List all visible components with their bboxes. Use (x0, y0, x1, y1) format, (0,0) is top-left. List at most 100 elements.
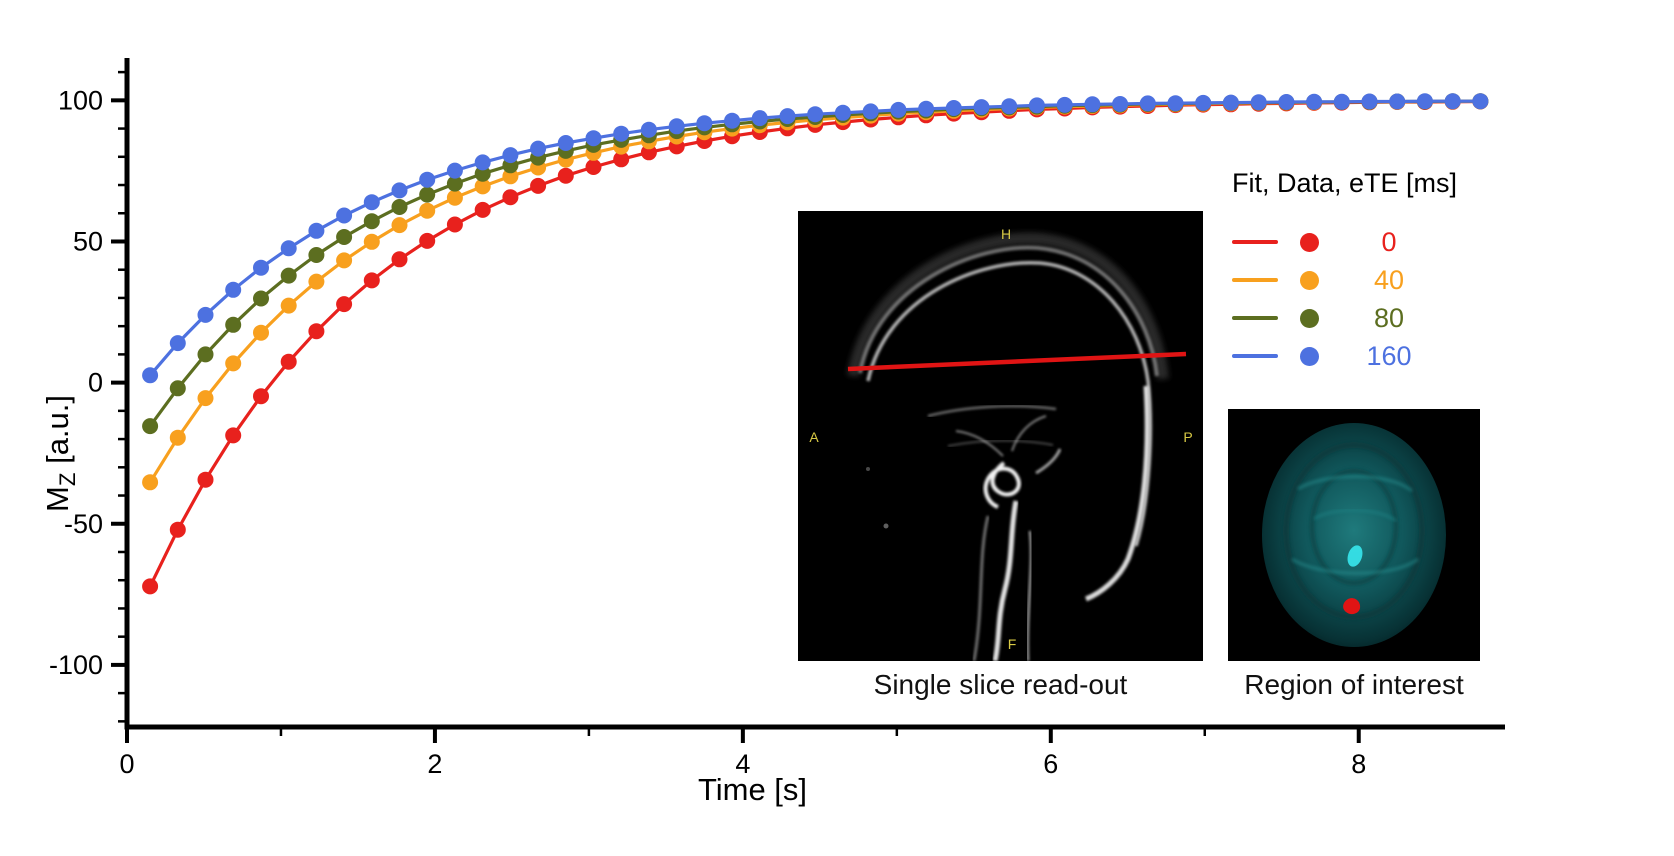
data-point (419, 186, 436, 203)
data-point (807, 106, 824, 123)
legend-row-40: 40 (1232, 261, 1532, 299)
skull-outline (858, 245, 1159, 377)
data-point (142, 367, 159, 384)
data-point (474, 154, 491, 171)
data-point (474, 165, 491, 182)
legend-ete-value: 80 (1373, 302, 1405, 333)
legend-fit-line (1232, 354, 1278, 358)
legend-row-160: 160 (1232, 337, 1532, 375)
data-point (1056, 96, 1073, 113)
data-point (640, 121, 657, 138)
orientation-label-a: A (809, 429, 819, 445)
svg-text:0: 0 (88, 368, 103, 398)
svg-text:0: 0 (119, 749, 134, 779)
cortical-wisps-2 (1313, 508, 1397, 523)
data-point (1222, 94, 1239, 111)
data-point (1389, 93, 1406, 110)
data-point (502, 168, 519, 185)
orientation-label-p: P (1183, 429, 1192, 445)
data-point (253, 259, 269, 276)
data-point (308, 323, 325, 340)
bright-cyan-structure (1347, 545, 1363, 567)
legend-ete-value: 40 (1373, 264, 1405, 295)
data-point (1250, 94, 1267, 111)
data-point (1361, 93, 1378, 110)
data-point (419, 232, 436, 249)
data-point (557, 135, 574, 151)
vessel-speck (883, 523, 889, 529)
data-point (834, 104, 851, 121)
data-point (640, 144, 657, 161)
legend-fit-line (1232, 240, 1278, 244)
data-point (557, 167, 574, 184)
data-point (613, 151, 630, 168)
data-point (280, 297, 297, 314)
data-point (253, 324, 269, 341)
y-axis-label: MZ [a.u.] (40, 395, 81, 512)
scalp-outline (847, 232, 1169, 380)
legend-row-80: 80 (1232, 299, 1532, 337)
data-point (530, 140, 547, 157)
data-point (363, 272, 380, 289)
data-point (446, 162, 463, 179)
data-point (890, 101, 907, 118)
data-point (474, 178, 491, 195)
data-point (308, 222, 325, 239)
legend-ete-value: 160 (1366, 340, 1412, 371)
legend-fit-line (1232, 316, 1278, 320)
data-point (1444, 93, 1461, 110)
jugular-vessel (1026, 530, 1033, 662)
legend-rows: 0 40 80 160 (1232, 223, 1532, 375)
data-point (280, 240, 297, 257)
data-point (197, 471, 214, 488)
data-point (446, 189, 463, 206)
data-point (308, 273, 325, 290)
data-point (862, 103, 879, 120)
svg-text:8: 8 (1351, 749, 1366, 779)
transverse-sinus-vessel (1085, 385, 1150, 602)
data-point (142, 578, 159, 595)
pcom-vessel (1035, 448, 1062, 475)
mca-branches (955, 415, 1047, 457)
data-point (1112, 96, 1129, 112)
data-point (585, 159, 602, 175)
data-point (253, 388, 269, 405)
data-point (585, 130, 602, 147)
basilar-vertebral-vessel (992, 500, 1019, 662)
data-point (225, 355, 242, 372)
y-ticks: -100 -50 0 50 100 (49, 70, 127, 723)
legend-data-dot (1300, 346, 1319, 366)
data-point (419, 202, 436, 219)
data-point (446, 216, 463, 233)
data-point (225, 316, 242, 333)
series-160 (142, 93, 1489, 384)
legend-data-dot (1300, 232, 1319, 252)
data-point (1028, 97, 1045, 114)
legend-data-dot (1300, 308, 1319, 328)
slice-position-line (847, 351, 1187, 372)
data-point (169, 521, 186, 538)
data-point (363, 194, 380, 211)
data-point (502, 189, 519, 206)
carotid-siphon-vessel (983, 461, 1021, 509)
data-point (1472, 93, 1489, 110)
data-point (280, 267, 297, 284)
data-point (142, 418, 159, 435)
data-point (197, 306, 214, 323)
data-point (142, 474, 159, 491)
svg-text:50: 50 (73, 226, 103, 256)
data-point (419, 171, 436, 188)
data-point (696, 115, 713, 132)
data-point (391, 251, 408, 268)
data-point (363, 213, 380, 230)
carotid-neck-vessel (972, 515, 990, 662)
data-point (280, 353, 297, 370)
orientation-label-h: H (1001, 226, 1011, 242)
data-point (751, 110, 768, 127)
data-point (391, 199, 408, 215)
y-axis-label-unit: [a.u.] (40, 394, 75, 473)
svg-text:-50: -50 (64, 509, 103, 539)
data-point (391, 217, 408, 234)
